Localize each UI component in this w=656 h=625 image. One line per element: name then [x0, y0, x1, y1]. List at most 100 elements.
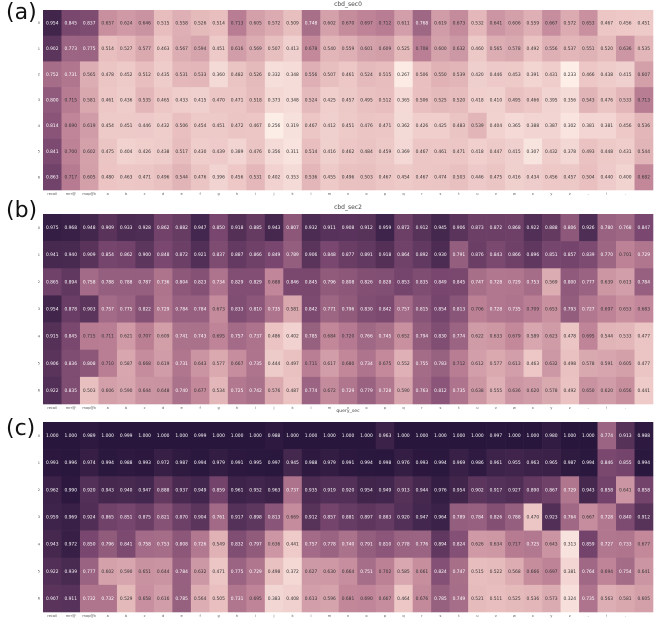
cell-value-label: 0.757: [305, 542, 318, 548]
cell-value-label: 0.848: [157, 252, 170, 258]
cell-value-label: 0.964: [434, 515, 447, 521]
heatmap-cell: [79, 164, 99, 191]
heatmap-cell: [616, 476, 635, 504]
heatmap-cell: [449, 295, 469, 323]
heatmap-cell: [597, 503, 617, 531]
heatmap-cell: [264, 503, 284, 531]
cell-value-label: 0.476: [194, 175, 207, 181]
cell-value-label: 1.000: [360, 433, 373, 439]
cell-value-label: 0.505: [212, 596, 225, 602]
heatmap-cell: [634, 530, 654, 559]
heatmap-cell: [486, 164, 506, 191]
heatmap-cell: [468, 35, 487, 62]
heatmap-cell: [283, 35, 303, 62]
heatmap-cell: [449, 268, 469, 296]
cell-value-label: 0.438: [157, 149, 170, 155]
heatmap-cell: [301, 584, 321, 613]
cell-value-label: 0.496: [157, 175, 170, 181]
heatmap-cell: [283, 449, 303, 477]
heatmap-cell: [338, 476, 358, 504]
cell-value-label: 0.778: [323, 542, 336, 548]
heatmap-cell: [579, 164, 598, 191]
cell-value-label: 0.690: [360, 596, 373, 602]
panel-label-a: (a): [6, 0, 37, 25]
heatmap-cell: [116, 87, 136, 114]
heatmap-cell: [579, 530, 598, 559]
cell-value-label: 1.000: [175, 433, 188, 439]
heatmap-cell: [246, 138, 266, 165]
cell-value-label: 0.431: [619, 149, 632, 155]
cell-value-label: 0.576: [268, 388, 281, 394]
heatmap-cell: [338, 449, 358, 477]
heatmap-cell: [505, 530, 524, 559]
heatmap-cell: [79, 35, 99, 62]
heatmap-cell: [468, 112, 487, 139]
heatmap-cell: [523, 35, 543, 62]
heatmap-cell: [357, 268, 377, 296]
cell-value-label: 0.785: [305, 334, 318, 340]
heatmap-cell: [634, 87, 654, 114]
cell-value-label: 0.865: [101, 515, 114, 521]
cell-value-label: 0.859: [582, 542, 595, 548]
cell-value-label: 0.454: [397, 175, 410, 181]
cell-value-label: 0.525: [397, 46, 410, 52]
heatmap-cell: [579, 112, 598, 139]
heatmap-cell: [209, 138, 229, 165]
heatmap-cell: [190, 557, 210, 586]
cell-value-label: 0.917: [231, 515, 244, 521]
heatmap-cell: [634, 584, 654, 613]
heatmap-cell: [43, 164, 62, 191]
cell-value-label: 1.000: [453, 433, 466, 439]
cell-value-label: 0.785: [175, 596, 188, 602]
cell-value-label: 0.846: [286, 279, 299, 285]
cell-value-label: 0.913: [397, 487, 410, 493]
x-tick-label: q: [402, 192, 404, 196]
cell-value-label: 0.784: [637, 279, 650, 285]
heatmap-cell: [542, 584, 561, 613]
heatmap-cell: [116, 138, 136, 165]
cell-value-label: 0.620: [600, 388, 613, 394]
heatmap-cell: [468, 295, 487, 323]
heatmap-cell: [320, 322, 340, 351]
cell-value-label: 0.784: [175, 569, 188, 575]
heatmap-cell: [227, 349, 247, 378]
heatmap-cell: [357, 449, 377, 477]
heatmap-cell: [523, 449, 543, 477]
cell-value-label: 0.988: [268, 433, 281, 439]
heatmap-cell: [98, 164, 118, 191]
x-tick-label: v: [495, 614, 498, 618]
x-tick-label: -: [588, 406, 590, 410]
heatmap-cell: [209, 61, 229, 88]
heatmap-cell: [394, 349, 413, 378]
cell-value-label: 1.000: [564, 433, 577, 439]
heatmap-cell: [43, 214, 62, 242]
heatmap-cell: [412, 503, 432, 531]
cell-value-label: 0.753: [157, 542, 170, 548]
cell-value-label: 0.763: [416, 388, 429, 394]
cell-value-label: 0.800: [564, 279, 577, 285]
heatmap-cell: [412, 268, 432, 296]
heatmap-cell: [320, 449, 340, 477]
heatmap-cell: [375, 112, 395, 139]
heatmap-cell: [227, 557, 247, 586]
x-tick-label: i: [255, 614, 256, 618]
heatmap-cell: [283, 10, 303, 37]
cell-value-label: 0.496: [342, 175, 355, 181]
cell-value-label: 0.388: [527, 123, 540, 129]
cell-value-label: 0.784: [471, 515, 484, 521]
heatmap-cell: [209, 322, 229, 351]
x-tick-label: i: [255, 192, 256, 196]
heatmap-cell: [320, 87, 340, 114]
heatmap-cell: [505, 422, 524, 450]
heatmap-cell: [634, 164, 654, 191]
heatmap-cell: [320, 138, 340, 165]
heatmap-cell: [264, 557, 284, 586]
heatmap-cell: [209, 584, 229, 613]
heatmap-cell: [209, 87, 229, 114]
cell-value-label: 1.000: [138, 433, 151, 439]
cell-value-label: 0.841: [120, 542, 133, 548]
heatmap-cell: [320, 503, 340, 531]
cell-value-label: 0.954: [453, 487, 466, 493]
cell-value-label: 0.672: [323, 388, 336, 394]
x-tick-label: .: [625, 192, 626, 196]
